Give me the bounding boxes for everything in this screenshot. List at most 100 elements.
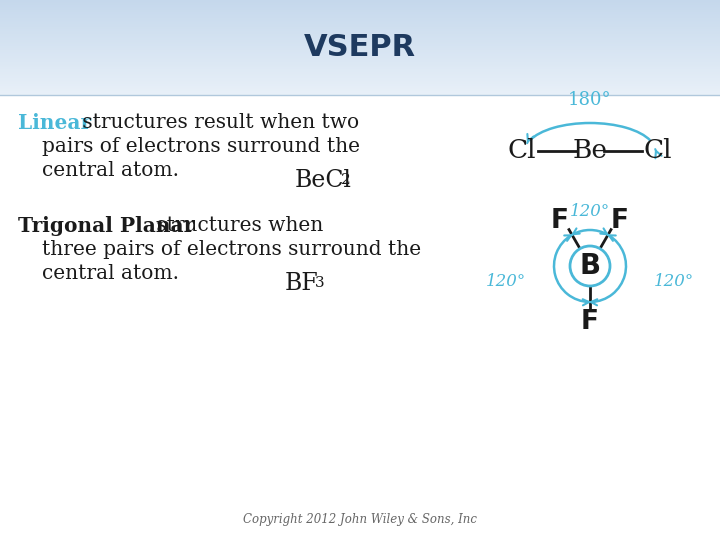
Bar: [0, 60, 720, 61]
Bar: [0, 53, 720, 54]
Bar: [0, 92, 720, 93]
Text: F: F: [551, 208, 569, 234]
Bar: [0, 74, 720, 75]
Bar: [0, 94, 720, 95]
Bar: [0, 41, 720, 42]
Text: 120°: 120°: [570, 203, 610, 220]
Bar: [0, 62, 720, 63]
Bar: [0, 93, 720, 94]
Text: Cl: Cl: [508, 138, 536, 164]
Bar: [0, 52, 720, 53]
Bar: [0, 5, 720, 6]
Bar: [0, 71, 720, 72]
Bar: [0, 56, 720, 57]
Bar: [0, 3, 720, 4]
Text: Trigonal Planar: Trigonal Planar: [18, 216, 194, 236]
Text: 180°: 180°: [568, 91, 612, 109]
Bar: [0, 42, 720, 43]
Text: pairs of electrons surround the: pairs of electrons surround the: [42, 137, 360, 156]
Bar: [0, 64, 720, 65]
Bar: [0, 1, 720, 2]
Bar: [0, 34, 720, 35]
Bar: [0, 39, 720, 40]
Bar: [0, 2, 720, 3]
Bar: [0, 37, 720, 38]
Text: 3: 3: [315, 276, 325, 290]
Text: VSEPR: VSEPR: [304, 33, 416, 62]
Bar: [0, 95, 720, 540]
Bar: [0, 15, 720, 16]
Text: Be: Be: [572, 138, 608, 164]
Text: 120°: 120°: [654, 273, 694, 291]
Bar: [0, 40, 720, 41]
Bar: [0, 78, 720, 79]
Bar: [0, 22, 720, 23]
Text: BF: BF: [285, 272, 319, 295]
Bar: [0, 72, 720, 73]
Bar: [0, 90, 720, 91]
Bar: [0, 9, 720, 10]
Bar: [0, 0, 720, 1]
Bar: [0, 59, 720, 60]
Bar: [0, 24, 720, 25]
Bar: [0, 51, 720, 52]
Bar: [0, 82, 720, 83]
Bar: [0, 16, 720, 17]
Bar: [0, 19, 720, 20]
Bar: [0, 55, 720, 56]
Bar: [0, 6, 720, 8]
Text: Copyright 2012 John Wiley & Sons, Inc: Copyright 2012 John Wiley & Sons, Inc: [243, 513, 477, 526]
Bar: [0, 91, 720, 92]
Bar: [0, 85, 720, 86]
Bar: [0, 83, 720, 84]
Bar: [0, 30, 720, 31]
Bar: [0, 17, 720, 18]
Bar: [0, 49, 720, 50]
Text: structures when: structures when: [150, 216, 323, 235]
Circle shape: [570, 246, 610, 286]
Bar: [0, 81, 720, 82]
Text: central atom.: central atom.: [42, 161, 179, 180]
Bar: [0, 63, 720, 64]
Bar: [0, 10, 720, 11]
Bar: [0, 65, 720, 66]
Text: structures result when two: structures result when two: [76, 113, 359, 132]
Bar: [0, 12, 720, 14]
Text: Cl: Cl: [644, 138, 672, 164]
Bar: [0, 48, 720, 49]
Bar: [0, 18, 720, 19]
Bar: [0, 76, 720, 77]
Bar: [0, 32, 720, 33]
Bar: [0, 86, 720, 87]
Bar: [0, 38, 720, 39]
Bar: [0, 46, 720, 48]
Bar: [0, 43, 720, 44]
Bar: [0, 50, 720, 51]
Bar: [0, 31, 720, 32]
Bar: [0, 79, 720, 80]
Bar: [0, 23, 720, 24]
Bar: [0, 73, 720, 74]
Bar: [0, 69, 720, 70]
Text: three pairs of electrons surround the: three pairs of electrons surround the: [42, 240, 421, 259]
Bar: [0, 68, 720, 69]
Text: Linear: Linear: [18, 113, 91, 133]
Bar: [0, 70, 720, 71]
Text: B: B: [580, 252, 600, 280]
Bar: [0, 61, 720, 62]
Text: F: F: [581, 309, 599, 335]
Bar: [0, 75, 720, 76]
Bar: [0, 21, 720, 22]
Text: F: F: [611, 208, 629, 234]
Bar: [0, 58, 720, 59]
Bar: [0, 57, 720, 58]
Bar: [0, 35, 720, 36]
Bar: [0, 25, 720, 26]
Bar: [0, 33, 720, 34]
Text: central atom.: central atom.: [42, 264, 179, 283]
Bar: [0, 28, 720, 29]
Bar: [0, 84, 720, 85]
Bar: [0, 8, 720, 9]
Bar: [0, 45, 720, 46]
Bar: [0, 20, 720, 21]
